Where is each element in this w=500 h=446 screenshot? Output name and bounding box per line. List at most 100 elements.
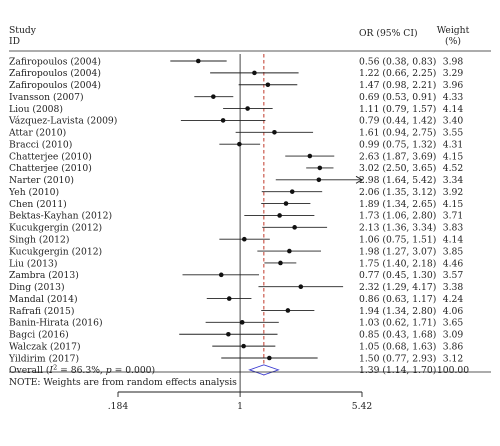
point-estimate: [245, 106, 250, 111]
point-estimate: [237, 141, 242, 147]
study-row: Mandal (2014) 0.86 (0.63, 1.17) 4.24: [9, 294, 463, 305]
weight-text: 4.52: [443, 163, 463, 174]
point-estimate: [277, 213, 282, 218]
weight-text: 4.31: [443, 139, 463, 150]
or-ci-text: 2.98 (1.64, 5.42): [359, 175, 436, 186]
study-row: Singh (2012) 1.06 (0.75, 1.51) 4.14: [9, 235, 463, 246]
point-estimate: [292, 225, 297, 230]
study-label: Kucukgergin (2012): [9, 223, 102, 234]
study-row: Chatterjee (2010) 2.63 (1.87, 3.69) 4.15: [9, 151, 463, 162]
overall-weight: 100.00: [437, 365, 469, 376]
study-label: Attar (2010): [8, 128, 66, 139]
point-estimate: [265, 82, 271, 88]
x-axis: .184 1 5.42: [108, 391, 372, 412]
or-ci-text: 1.61 (0.94, 2.75): [359, 128, 436, 139]
study-label: Rafrafi (2015): [9, 306, 74, 317]
or-ci-text: 1.47 (0.98, 2.21): [359, 80, 436, 91]
study-row: Attar (2010) 1.61 (0.94, 2.75) 3.55: [8, 128, 463, 139]
study-row: Liu (2013) 1.75 (1.40, 2.18) 4.46: [9, 258, 463, 269]
study-label: Zambra (2013): [9, 270, 79, 281]
point-estimate: [287, 248, 292, 254]
point-estimate: [239, 320, 245, 325]
point-estimate: [218, 272, 224, 278]
study-row: Yeh (2010) 2.06 (1.35, 3.12) 3.92: [8, 187, 463, 198]
study-row: Narter (2010) 2.98 (1.64, 5.42) 3.34: [9, 175, 463, 186]
weight-text: 3.40: [443, 116, 464, 127]
study-label: Vázquez-Lavista (2009): [8, 116, 117, 127]
or-ci-text: 0.69 (0.53, 0.91): [359, 92, 436, 103]
study-label: Singh (2012): [9, 235, 69, 246]
or-ci-text: 2.63 (1.87, 3.69): [359, 151, 436, 162]
or-ci-text: 1.22 (0.66, 2.25): [359, 68, 436, 79]
study-label: Banin-Hirata (2016): [9, 318, 103, 329]
header-weight: Weight: [437, 25, 470, 36]
or-ci-text: 0.86 (0.63, 1.17): [359, 294, 436, 305]
study-label: Zafiropoulos (2004): [9, 80, 101, 91]
header-id: ID: [9, 36, 20, 47]
point-estimate: [241, 343, 246, 349]
or-ci-text: 2.06 (1.35, 3.12): [359, 187, 436, 198]
study-rows: Zafiropoulos (2004) 0.56 (0.38, 0.83) 3.98…: [8, 56, 463, 364]
point-estimate: [307, 153, 313, 159]
study-label: Ivansson (2007): [9, 92, 84, 103]
header-or-ci: OR (95% CI): [359, 28, 418, 39]
or-ci-text: 2.13 (1.36, 3.34): [359, 223, 436, 234]
point-estimate: [267, 355, 272, 361]
or-ci-text: 3.02 (2.50, 3.65): [359, 163, 436, 174]
study-label: Yeh (2010): [8, 187, 59, 198]
or-ci-text: 1.73 (1.06, 2.80): [359, 211, 436, 222]
header-weight-unit: (%): [445, 36, 461, 47]
study-label: Chatterjee (2010): [9, 151, 92, 162]
or-ci-text: 1.06 (0.75, 1.51): [359, 235, 436, 246]
or-ci-text: 1.03 (0.62, 1.71): [359, 318, 436, 329]
weight-text: 3.38: [443, 282, 464, 293]
point-estimate: [298, 284, 304, 290]
study-row: Bagci (2016) 0.85 (0.43, 1.68) 3.09: [9, 330, 463, 341]
weights-note: NOTE: Weights are from random effects an…: [9, 377, 237, 388]
study-label: Liou (2008): [9, 104, 63, 115]
point-estimate: [220, 118, 226, 123]
study-label: Mandal (2014): [9, 294, 78, 305]
point-estimate: [211, 94, 216, 99]
study-row: Walczak (2017) 1.05 (0.68, 1.63) 3.86: [9, 341, 463, 352]
weight-text: 3.34: [443, 175, 464, 186]
study-row: Bektas-Kayhan (2012) 1.73 (1.06, 2.80) 3.7…: [9, 211, 463, 222]
study-row: Ding (2013) 2.32 (1.29, 4.17) 3.38: [9, 282, 463, 293]
or-ci-text: 1.98 (1.27, 3.07): [359, 246, 436, 257]
point-estimate: [226, 296, 232, 301]
or-ci-text: 0.56 (0.38, 0.83): [359, 56, 436, 67]
point-estimate: [195, 58, 201, 64]
study-label: Chatterjee (2010): [9, 163, 92, 174]
study-row: Vázquez-Lavista (2009) 0.79 (0.44, 1.42) 3…: [8, 116, 463, 127]
weight-text: 3.65: [443, 318, 464, 329]
overall-row: Overall (I2 = 86.3%, p = 0.000) 1.39 (1.1…: [9, 364, 469, 377]
study-row: Yildirim (2017) 1.50 (0.77, 2.93) 3.12: [8, 353, 463, 364]
point-estimate: [278, 260, 283, 266]
weight-text: 4.15: [443, 199, 464, 210]
weight-text: 3.55: [443, 128, 464, 139]
weight-text: 3.29: [443, 68, 464, 79]
study-row: Zambra (2013) 0.77 (0.45, 1.30) 3.57: [9, 270, 463, 281]
header: Study ID OR (95% CI) Weight (%): [9, 25, 491, 52]
study-row: Bracci (2010) 0.99 (0.75, 1.32) 4.31: [9, 139, 463, 150]
weight-text: 4.24: [443, 294, 464, 305]
study-label: Bracci (2010): [9, 139, 72, 150]
or-ci-text: 1.05 (0.68, 1.63): [359, 341, 436, 352]
point-estimate: [316, 177, 322, 183]
overall-or-ci: 1.39 (1.14, 1.70): [359, 365, 436, 376]
or-ci-text: 1.75 (1.40, 2.18): [359, 258, 436, 269]
study-row: Kucukgergin (2012) 2.13 (1.36, 3.34) 3.83: [9, 223, 463, 234]
or-ci-text: 1.94 (1.34, 2.80): [359, 306, 436, 317]
point-estimate: [283, 201, 289, 206]
study-row: Banin-Hirata (2016) 1.03 (0.62, 1.71) 3.65: [9, 318, 463, 329]
study-row: Zafiropoulos (2004) 1.47 (0.98, 2.21) 3.96: [9, 80, 463, 91]
ci-arrow: [355, 175, 363, 184]
weight-text: 4.14: [443, 104, 464, 115]
study-row: Kucukgergin (2012) 1.98 (1.27, 3.07) 3.85: [9, 246, 463, 257]
study-label: Walczak (2017): [9, 341, 81, 352]
or-ci-text: 0.99 (0.75, 1.32): [359, 139, 436, 150]
study-label: Zafiropoulos (2004): [9, 68, 101, 79]
point-estimate: [272, 129, 277, 135]
weight-text: 3.83: [443, 223, 464, 234]
